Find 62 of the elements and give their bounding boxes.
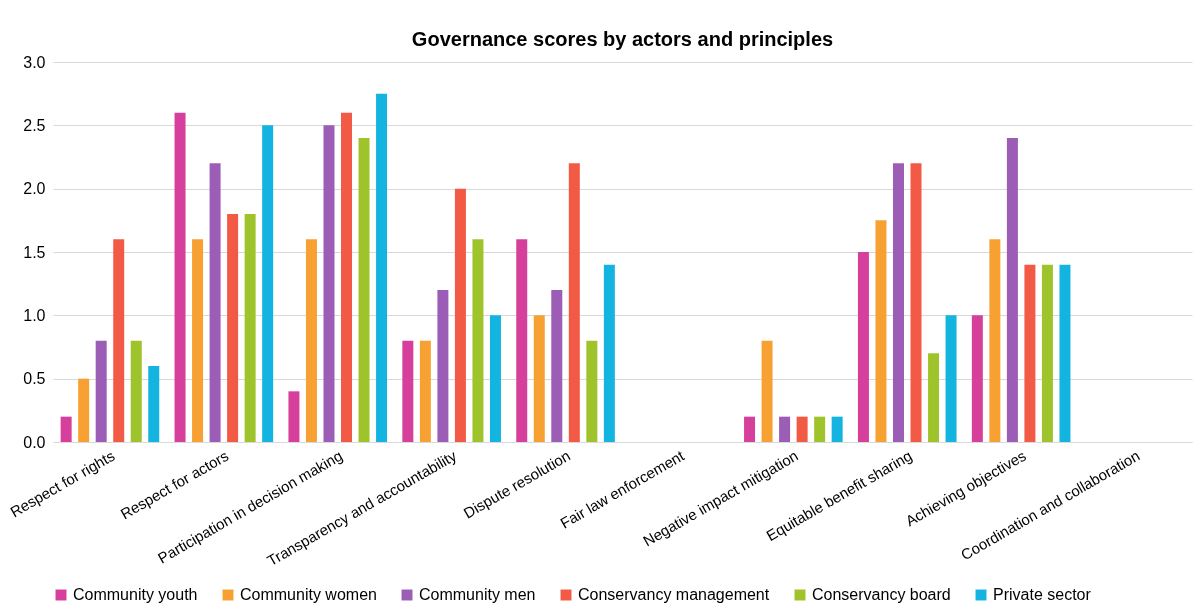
bar — [744, 416, 756, 442]
bar — [376, 93, 388, 442]
legend-label: Private sector — [993, 586, 1092, 603]
bar — [875, 220, 887, 442]
bar — [402, 340, 414, 442]
bar — [857, 252, 869, 442]
bar — [814, 416, 826, 442]
bar — [78, 378, 90, 442]
y-tick-label: 3.0 — [23, 53, 46, 71]
legend-label: Conservancy board — [812, 586, 951, 603]
bar — [945, 315, 957, 442]
bar — [148, 366, 160, 442]
y-tick-label: 2.5 — [23, 116, 46, 134]
bar — [174, 112, 186, 442]
bar — [227, 214, 239, 442]
bar — [831, 416, 843, 442]
bar — [209, 163, 221, 442]
bar — [1041, 264, 1053, 442]
bar — [472, 239, 484, 442]
bar — [568, 163, 580, 442]
legend-label: Community men — [419, 586, 536, 603]
y-tick-label: 0.0 — [23, 433, 46, 451]
bar — [113, 239, 125, 442]
legend-label: Community women — [240, 586, 377, 603]
legend-label: Community youth — [73, 586, 198, 603]
bar — [1024, 264, 1036, 442]
bar — [454, 188, 466, 442]
bar — [489, 315, 501, 442]
bar — [603, 264, 615, 442]
bar — [551, 290, 563, 442]
bar — [910, 163, 922, 442]
y-tick-label: 1.5 — [23, 243, 46, 261]
bar — [928, 353, 940, 442]
bar — [1006, 138, 1018, 442]
bar — [533, 315, 545, 442]
bar — [892, 163, 904, 442]
bar — [989, 239, 1001, 442]
bar — [60, 416, 72, 442]
y-tick-label: 0.5 — [23, 370, 46, 388]
y-tick-label: 1.0 — [23, 306, 46, 324]
bar — [796, 416, 808, 442]
bar — [779, 416, 791, 442]
bar — [516, 239, 528, 442]
bar — [437, 290, 449, 442]
bar — [130, 340, 142, 442]
bar — [1059, 264, 1071, 442]
bar — [305, 239, 317, 442]
y-tick-label: 2.0 — [23, 180, 46, 198]
legend-label: Conservancy management — [578, 586, 770, 603]
bar — [244, 214, 256, 442]
bar — [971, 315, 983, 442]
bar — [586, 340, 598, 442]
chart-title: Governance scores by actors and principles — [411, 28, 834, 50]
bar — [419, 340, 431, 442]
bar — [323, 125, 335, 442]
bar — [288, 391, 300, 442]
bar — [192, 239, 204, 442]
bar — [358, 138, 370, 442]
bar — [262, 125, 274, 442]
bar — [95, 340, 107, 442]
bar — [341, 112, 353, 442]
bar — [761, 340, 773, 442]
